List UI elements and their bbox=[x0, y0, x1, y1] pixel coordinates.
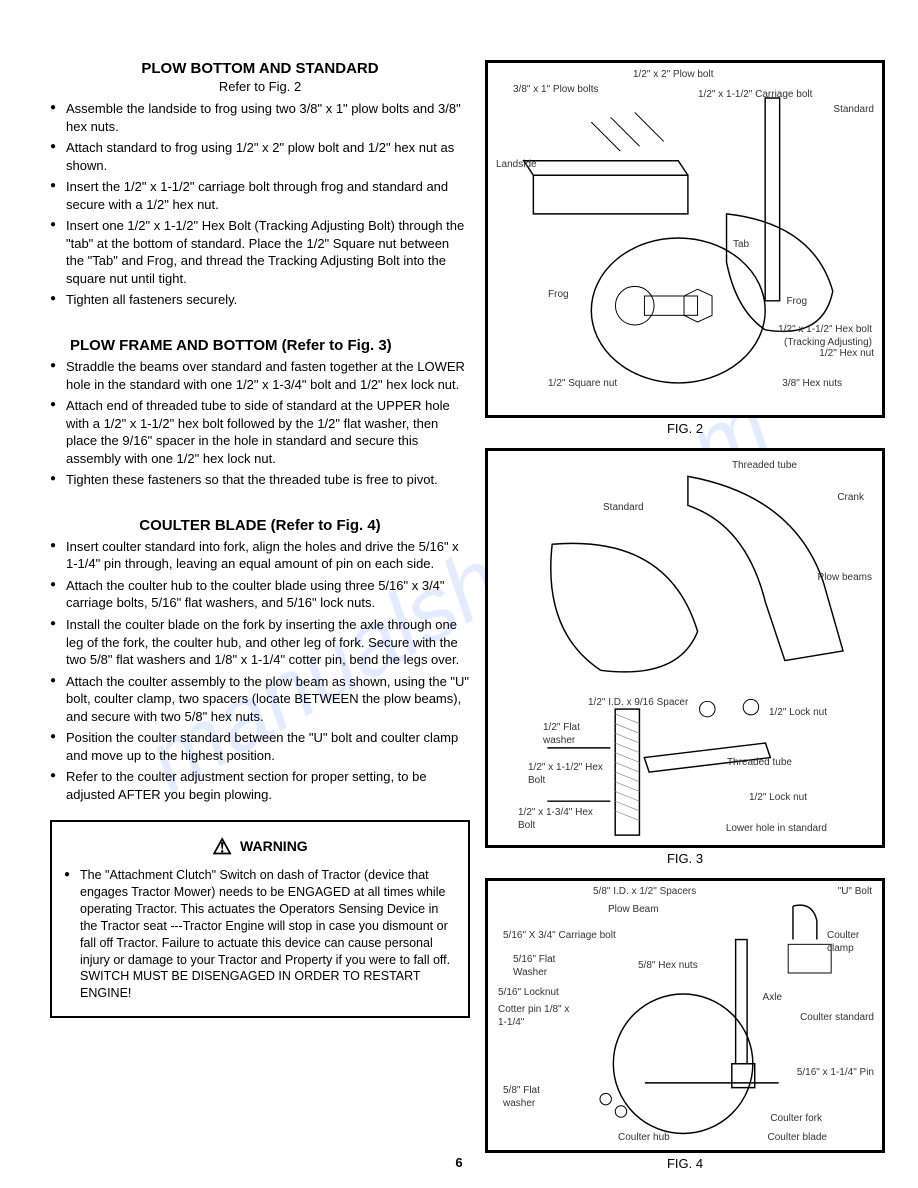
figure-2-caption: FIG. 2 bbox=[485, 421, 885, 436]
figure-3-caption: FIG. 3 bbox=[485, 851, 885, 866]
fig2-label: Tab bbox=[733, 238, 749, 251]
section3-item: Install the coulter blade on the fork by… bbox=[50, 616, 470, 669]
fig2-label: 1/2" Hex nut bbox=[819, 347, 874, 360]
section-coulter-blade: COULTER BLADE (Refer to Fig. 4) Insert c… bbox=[50, 517, 470, 804]
fig3-label: 1/2" I.D. x 9/16 Spacer bbox=[588, 696, 688, 709]
section1-item: Insert the 1/2" x 1-1/2" carriage bolt t… bbox=[50, 178, 470, 213]
fig3-label: 1/2" x 1-1/2" Hex Bolt bbox=[528, 761, 603, 787]
section1-item: Assemble the landside to frog using two … bbox=[50, 100, 470, 135]
figure-4-caption: FIG. 4 bbox=[485, 1156, 885, 1171]
section1-title: PLOW BOTTOM AND STANDARD bbox=[50, 60, 470, 77]
right-column: 1/2" x 2" Plow bolt 3/8" x 1" Plow bolts… bbox=[485, 60, 885, 1171]
figure-3-container: Threaded tube Crank Standard Plow beams … bbox=[485, 448, 885, 866]
page-number: 6 bbox=[455, 1155, 462, 1170]
fig3-label: Threaded tube bbox=[732, 459, 797, 472]
fig2-label: Frog bbox=[786, 295, 807, 308]
fig2-label: Landside bbox=[496, 158, 537, 171]
section2-item: Tighten these fasteners so that the thre… bbox=[50, 471, 470, 489]
fig3-label: Standard bbox=[603, 501, 644, 514]
section3-item: Attach the coulter hub to the coulter bl… bbox=[50, 577, 470, 612]
fig4-label: 5/8" I.D. x 1/2" Spacers bbox=[593, 885, 696, 898]
fig4-label: 5/16" x 1-1/4" Pin bbox=[797, 1066, 874, 1079]
section2-item: Attach end of threaded tube to side of s… bbox=[50, 397, 470, 467]
warning-text: The "Attachment Clutch" Switch on dash o… bbox=[64, 867, 456, 1002]
figure-2-container: 1/2" x 2" Plow bolt 3/8" x 1" Plow bolts… bbox=[485, 60, 885, 436]
section2-title: PLOW FRAME AND BOTTOM (Refer to Fig. 3) bbox=[50, 337, 470, 354]
left-column: PLOW BOTTOM AND STANDARD Refer to Fig. 2… bbox=[50, 60, 470, 1171]
figure-4-box: 5/8" I.D. x 1/2" Spacers "U" Bolt Plow B… bbox=[485, 878, 885, 1153]
fig4-label: Coulter blade bbox=[768, 1131, 827, 1144]
figure-3-box: Threaded tube Crank Standard Plow beams … bbox=[485, 448, 885, 848]
fig2-label: 1/2" Square nut bbox=[548, 377, 617, 390]
section1-item: Tighten all fasteners securely. bbox=[50, 291, 470, 309]
section2-item: Straddle the beams over standard and fas… bbox=[50, 358, 470, 393]
section3-item: Position the coulter standard between th… bbox=[50, 729, 470, 764]
figure-3-diagram: Threaded tube Crank Standard Plow beams … bbox=[488, 451, 882, 845]
section3-item: Attach the coulter assembly to the plow … bbox=[50, 673, 470, 726]
page-content: PLOW BOTTOM AND STANDARD Refer to Fig. 2… bbox=[50, 60, 888, 1171]
figure-4-container: 5/8" I.D. x 1/2" Spacers "U" Bolt Plow B… bbox=[485, 878, 885, 1171]
fig2-label: 1/2" x 1-1/2" Hex bolt (Tracking Adjusti… bbox=[752, 323, 872, 349]
fig4-label: 5/8" Flat washer bbox=[503, 1084, 568, 1110]
fig4-label: 5/8" Hex nuts bbox=[638, 959, 698, 972]
section1-item: Insert one 1/2" x 1-1/2" Hex Bolt (Track… bbox=[50, 217, 470, 287]
section3-item: Insert coulter standard into fork, align… bbox=[50, 538, 470, 573]
fig4-label: Coulter clamp bbox=[827, 929, 872, 955]
fig3-label: 1/2" Flat washer bbox=[543, 721, 603, 747]
fig2-label: Frog bbox=[548, 288, 569, 301]
warning-icon: ⚠ bbox=[212, 832, 232, 862]
fig3-label: 1/2" x 1-3/4" Hex Bolt bbox=[518, 806, 593, 832]
warning-header: ⚠ WARNING bbox=[64, 832, 456, 862]
fig3-label: Crank bbox=[837, 491, 864, 504]
figure-2-box: 1/2" x 2" Plow bolt 3/8" x 1" Plow bolts… bbox=[485, 60, 885, 418]
section1-subtitle: Refer to Fig. 2 bbox=[50, 79, 470, 94]
fig3-label: 1/2" Lock nut bbox=[769, 706, 827, 719]
fig3-label: Plow beams bbox=[818, 571, 872, 584]
fig4-label: Coulter hub bbox=[618, 1131, 670, 1144]
fig4-label: Plow Beam bbox=[608, 903, 659, 916]
fig2-label: 1/2" x 1-1/2" Carriage bolt bbox=[698, 88, 812, 101]
section3-item: Refer to the coulter adjustment section … bbox=[50, 768, 470, 803]
fig2-label: Standard bbox=[833, 103, 874, 116]
fig4-label: Axle bbox=[763, 991, 782, 1004]
fig4-label: Cotter pin 1/8" x 1-1/4" bbox=[498, 1003, 573, 1029]
figure-4-diagram: 5/8" I.D. x 1/2" Spacers "U" Bolt Plow B… bbox=[488, 881, 882, 1150]
warning-label: WARNING bbox=[240, 837, 308, 856]
section-plow-frame-bottom: PLOW FRAME AND BOTTOM (Refer to Fig. 3) … bbox=[50, 337, 470, 489]
fig4-label: 5/16" Flat Washer bbox=[513, 953, 573, 979]
fig3-label: 1/2" Lock nut bbox=[749, 791, 807, 804]
section1-item: Attach standard to frog using 1/2" x 2" … bbox=[50, 139, 470, 174]
warning-box: ⚠ WARNING The "Attachment Clutch" Switch… bbox=[50, 820, 470, 1019]
fig4-label: "U" Bolt bbox=[838, 885, 872, 898]
figure-2-diagram: 1/2" x 2" Plow bolt 3/8" x 1" Plow bolts… bbox=[488, 63, 882, 415]
fig4-label: Coulter fork bbox=[770, 1112, 822, 1125]
section-plow-bottom-standard: PLOW BOTTOM AND STANDARD Refer to Fig. 2… bbox=[50, 60, 470, 309]
fig3-label: Threaded tube bbox=[727, 756, 792, 769]
fig4-label: 5/16" X 3/4" Carriage bolt bbox=[503, 929, 616, 942]
section3-title: COULTER BLADE (Refer to Fig. 4) bbox=[50, 517, 470, 534]
fig4-label: Coulter standard bbox=[800, 1011, 874, 1024]
fig4-label: 5/16" Locknut bbox=[498, 986, 559, 999]
fig2-label: 1/2" x 2" Plow bolt bbox=[633, 68, 713, 81]
fig3-label: Lower hole in standard bbox=[726, 822, 827, 835]
fig2-label: 3/8" Hex nuts bbox=[782, 377, 842, 390]
fig2-label: 3/8" x 1" Plow bolts bbox=[513, 83, 598, 96]
